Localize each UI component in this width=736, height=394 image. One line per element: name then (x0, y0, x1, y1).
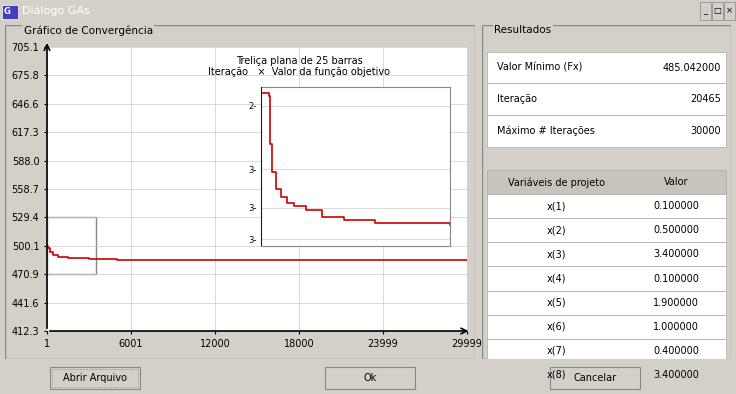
Text: x(3): x(3) (547, 249, 567, 260)
Text: x(1): x(1) (547, 201, 567, 211)
Text: x(4): x(4) (547, 273, 567, 284)
Bar (487, 314, 726, 338)
Bar (712, 2, 723, 20)
Bar (487, 362, 726, 387)
Text: x(8): x(8) (547, 370, 567, 380)
Text: Gráfico de Convergência: Gráfico de Convergência (24, 25, 153, 35)
Bar (487, 170, 726, 194)
Text: 3.400000: 3.400000 (654, 370, 699, 380)
Text: Resultados: Resultados (495, 25, 551, 35)
Text: Cancelar: Cancelar (573, 373, 617, 383)
Text: Treliça plana de 25 barras
Iteração   ×  Valor da função objetivo: Treliça plana de 25 barras Iteração × Va… (208, 56, 390, 77)
Bar (50, 367, 140, 389)
Text: x(6): x(6) (547, 322, 567, 332)
Text: x(7): x(7) (547, 346, 567, 356)
Text: □: □ (714, 6, 721, 15)
Bar (487, 290, 726, 314)
Text: Abrir Arquivo: Abrir Arquivo (63, 373, 127, 383)
Text: Valor Mínimo (Fx): Valor Mínimo (Fx) (497, 63, 582, 72)
Bar (487, 52, 726, 84)
Text: ×: × (726, 6, 733, 15)
Text: 1.000000: 1.000000 (654, 322, 699, 332)
Text: Diálogo GAs: Diálogo GAs (22, 6, 90, 16)
Bar (52, 369, 138, 387)
Bar (325, 367, 415, 389)
Text: Máximo # Iterações: Máximo # Iterações (497, 126, 595, 136)
Text: 485.042000: 485.042000 (662, 63, 721, 72)
Bar (47, 217, 96, 274)
Text: x(2): x(2) (547, 225, 567, 235)
Bar (487, 84, 726, 115)
Text: 0.100000: 0.100000 (654, 201, 699, 211)
Text: Variáveis de projeto: Variáveis de projeto (508, 177, 605, 188)
Text: G: G (4, 7, 11, 17)
Bar (487, 242, 726, 266)
Text: 3.400000: 3.400000 (654, 249, 699, 260)
Text: _: _ (704, 6, 707, 15)
Bar (550, 367, 640, 389)
Bar (487, 338, 726, 362)
Text: 0.500000: 0.500000 (654, 225, 699, 235)
Text: 30000: 30000 (690, 126, 721, 136)
Text: 20465: 20465 (690, 94, 721, 104)
Bar (2, 5, 18, 19)
Bar (487, 218, 726, 242)
Text: Valor: Valor (664, 177, 688, 187)
Text: 0.100000: 0.100000 (654, 273, 699, 284)
Text: x(5): x(5) (547, 297, 567, 308)
Text: Ok: Ok (364, 373, 377, 383)
Bar (700, 2, 711, 20)
Bar (487, 266, 726, 290)
Bar (487, 194, 726, 218)
Text: 0.400000: 0.400000 (654, 346, 699, 356)
Text: Iteração: Iteração (497, 94, 537, 104)
Text: 1.900000: 1.900000 (654, 297, 699, 308)
Bar (487, 115, 726, 147)
Bar (724, 2, 735, 20)
